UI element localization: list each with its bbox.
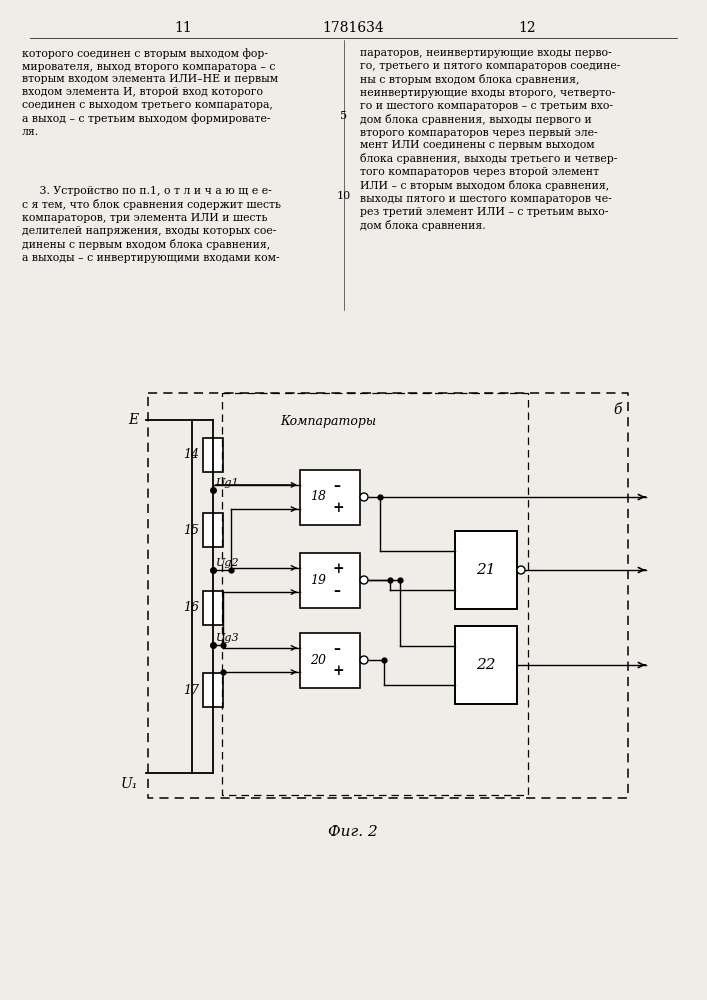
Text: 10: 10 [337, 191, 351, 201]
Text: 12: 12 [518, 21, 536, 35]
Bar [300, 470, 360, 524]
Bar [455, 626, 517, 704]
Bar [300, 633, 360, 688]
Bar [203, 438, 223, 472]
Text: 19: 19 [310, 574, 326, 586]
Text: –: – [333, 479, 340, 493]
Text: 15: 15 [183, 524, 199, 536]
Text: Ug1: Ug1 [216, 478, 240, 488]
Text: Ug2: Ug2 [216, 558, 240, 568]
Text: Фиг. 2: Фиг. 2 [328, 825, 378, 839]
Bar [203, 673, 223, 707]
Text: 22: 22 [477, 658, 496, 672]
Text: 17: 17 [183, 684, 199, 696]
Text: Ug3: Ug3 [216, 633, 240, 643]
Text: E: E [128, 413, 138, 427]
Text: 5: 5 [341, 111, 348, 121]
Text: 3. Устройство по п.1, о т л и ч а ю щ е е-
с я тем, что блок сравнения содержит : 3. Устройство по п.1, о т л и ч а ю щ е … [22, 186, 281, 263]
Text: –: – [333, 584, 340, 598]
Bar [203, 513, 223, 547]
Text: +: + [333, 562, 344, 576]
Circle shape [360, 493, 368, 501]
Text: U₁: U₁ [121, 777, 138, 791]
Circle shape [360, 576, 368, 584]
Text: параторов, неинвертирующие входы перво-
го, третьего и пятого компараторов соеди: параторов, неинвертирующие входы перво- … [360, 48, 620, 231]
Circle shape [517, 566, 525, 574]
Text: +: + [333, 501, 344, 515]
Text: 20: 20 [310, 654, 326, 666]
Text: 11: 11 [174, 21, 192, 35]
Bar [203, 590, 223, 624]
Text: Компараторы: Компараторы [280, 415, 376, 428]
Text: 14: 14 [183, 448, 199, 462]
Text: –: – [333, 642, 340, 656]
Text: 16: 16 [183, 601, 199, 614]
Text: 18: 18 [310, 490, 326, 504]
Circle shape [360, 656, 368, 664]
Bar [300, 552, 360, 607]
Text: которого соединен с вторым выходом фор-
мирователя, выход второго компаратора – : которого соединен с вторым выходом фор- … [22, 48, 278, 137]
Text: +: + [333, 664, 344, 678]
Text: 1781634: 1781634 [322, 21, 384, 35]
Text: б: б [614, 403, 622, 417]
Text: 21: 21 [477, 563, 496, 577]
Bar [455, 531, 517, 609]
